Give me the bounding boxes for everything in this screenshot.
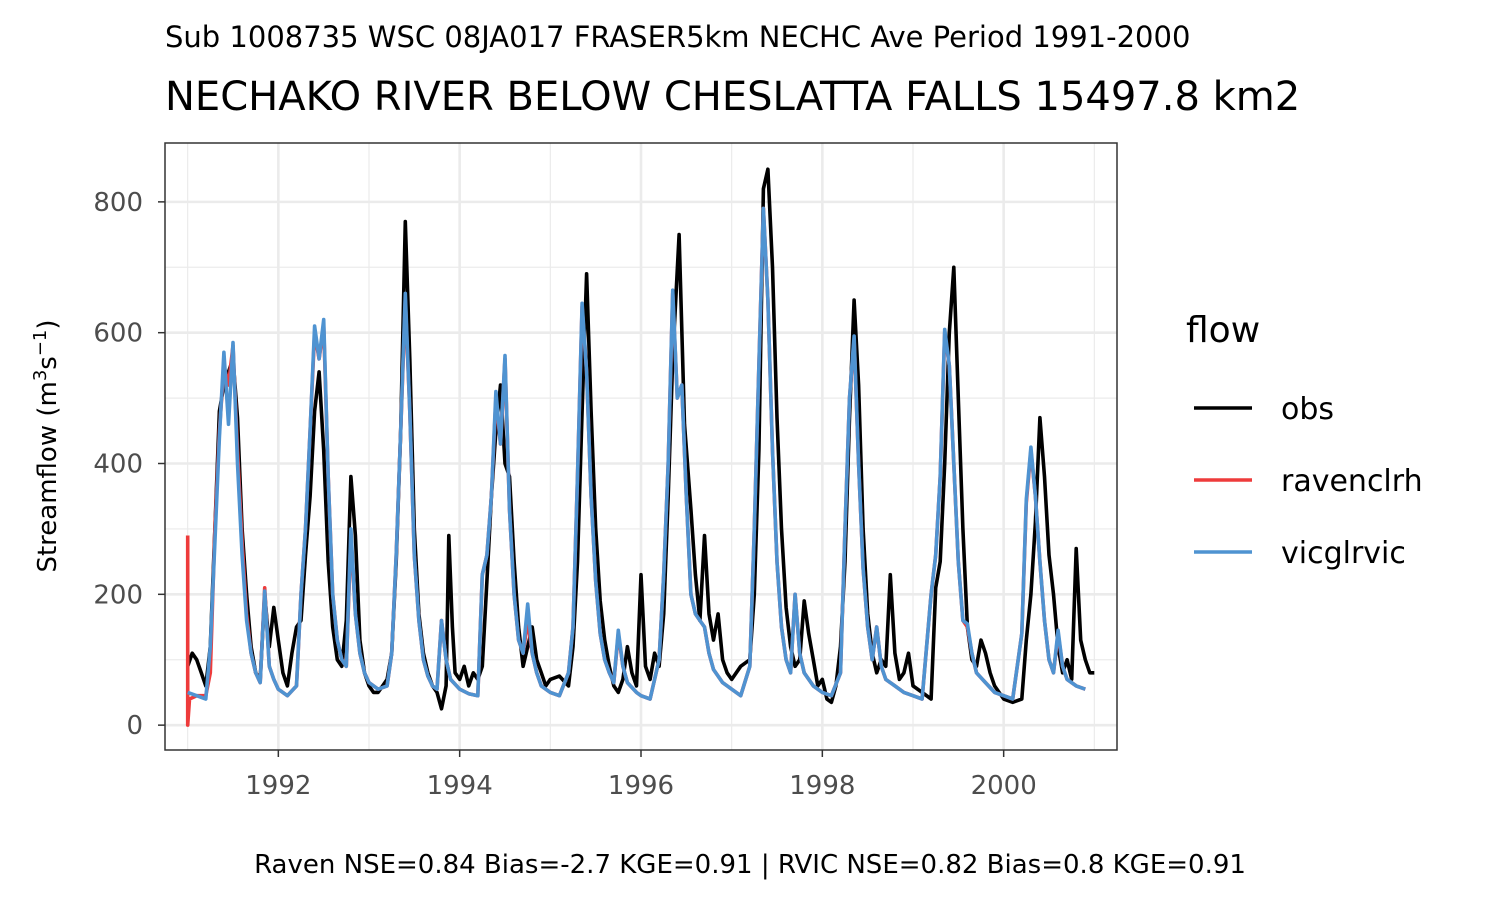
y-axis-label-end: ) bbox=[33, 319, 63, 329]
x-tick-label: 1998 bbox=[789, 771, 855, 801]
y-axis-label: Streamflow (m3s−1) bbox=[30, 319, 63, 572]
y-axis: 0 200 400 600 800 bbox=[93, 188, 165, 741]
x-tick-label: 1992 bbox=[245, 771, 311, 801]
series-layer bbox=[185, 167, 1095, 727]
legend-title: flow bbox=[1186, 310, 1260, 351]
x-tick-label: 1996 bbox=[608, 771, 674, 801]
x-axis: 1992 1994 1996 1998 2000 bbox=[245, 750, 1037, 801]
y-tick-label: 600 bbox=[93, 319, 143, 349]
plot-area bbox=[164, 142, 1118, 751]
legend-label-ravenclrh: ravenclrh bbox=[1281, 464, 1423, 499]
legend-label-obs: obs bbox=[1281, 392, 1334, 427]
chart-subtitle: Sub 1008735 WSC 08JA017 FRASER5km NECHC … bbox=[165, 20, 1190, 54]
legend-label-vicglrvic: vicglrvic bbox=[1281, 536, 1406, 571]
y-axis-label-sup2: −1 bbox=[30, 330, 51, 357]
x-tick-label: 2000 bbox=[971, 771, 1037, 801]
y-axis-label-mid: s bbox=[33, 356, 63, 370]
y-axis-label-main: Streamflow (m bbox=[33, 381, 63, 572]
y-tick-label: 400 bbox=[93, 450, 143, 480]
series-line-obs bbox=[185, 167, 1095, 711]
chart-caption: Raven NSE=0.84 Bias=-2.7 KGE=0.91 | RVIC… bbox=[254, 850, 1246, 880]
y-tick-label: 200 bbox=[93, 580, 143, 610]
y-tick-label: 800 bbox=[93, 188, 143, 218]
x-tick-label: 1994 bbox=[427, 771, 493, 801]
legend: flow obs ravenclrh vicglrvic bbox=[1186, 310, 1423, 571]
y-axis-label-sup1: 3 bbox=[30, 370, 51, 381]
y-tick-label: 0 bbox=[126, 711, 143, 741]
chart-title: NECHAKO RIVER BELOW CHESLATTA FALLS 1549… bbox=[165, 74, 1300, 120]
series-line-vicglrvic bbox=[187, 206, 1086, 701]
